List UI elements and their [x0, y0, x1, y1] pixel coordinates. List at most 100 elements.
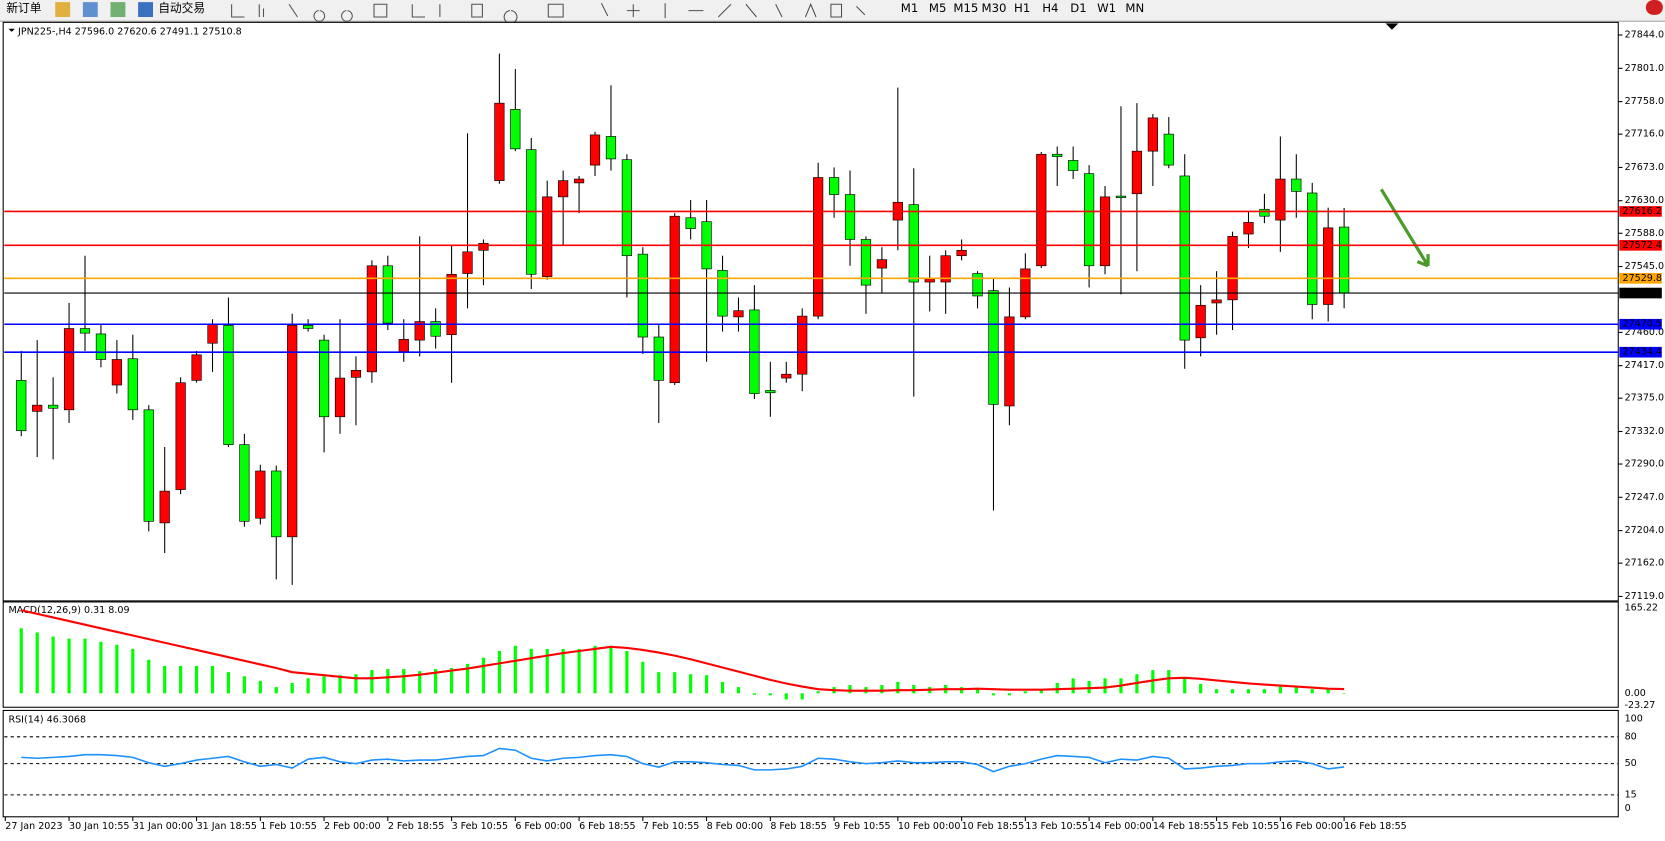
candle-body: [1004, 316, 1015, 407]
candle-body: [239, 444, 250, 522]
macd-bar: [242, 676, 246, 694]
macd-bar: [354, 674, 358, 694]
macd-bar: [306, 678, 310, 694]
icon[interactable]: [138, 2, 154, 18]
y-tick-label: 15: [1625, 789, 1637, 800]
candle-body: [366, 265, 377, 373]
timeframe-button[interactable]: M30: [982, 1, 1007, 15]
timeframe-bar: M1 M5 M15 M30 H1 H4 D1 W1 MN: [901, 1, 1144, 15]
macd-bar: [609, 645, 613, 694]
y-tick-label: 0: [1625, 803, 1631, 814]
candle-body: [1259, 208, 1270, 217]
macd-bar: [1023, 691, 1027, 694]
price-tag-label: 27470.5: [1622, 319, 1661, 330]
y-tick-label: -23.27: [1625, 700, 1656, 711]
timeframe-button[interactable]: H4: [1042, 1, 1058, 15]
candle-body: [972, 273, 983, 297]
y-tick-label: 27758.0: [1625, 96, 1664, 107]
y-tick-label: 27247.0: [1625, 492, 1664, 503]
macd-bar: [1151, 670, 1155, 694]
macd-bar: [1215, 689, 1219, 694]
macd-bar: [481, 657, 486, 694]
macd-bar: [449, 668, 454, 694]
candle-body: [844, 194, 856, 240]
x-tick-label: 2 Feb 00:00: [324, 821, 381, 832]
candle-body: [988, 290, 999, 405]
macd-bar: [1230, 689, 1235, 694]
timeframe-button[interactable]: M5: [929, 1, 947, 15]
x-tick-label: 10 Feb 18:55: [962, 821, 1025, 832]
macd-bar: [83, 638, 87, 694]
symbol-header: JPN225-,H4 27596.0 27620.6 27491.1 27510…: [17, 26, 242, 37]
rsi-label: RSI(14) 46.3068: [9, 715, 87, 726]
macd-bar: [704, 675, 709, 694]
x-tick-label: 14 Feb 00:00: [1089, 821, 1152, 832]
candle-body: [510, 109, 521, 150]
candle-body: [175, 382, 186, 490]
y-tick-label: 27119.0: [1625, 591, 1664, 602]
x-tick-label: 9 Feb 10:55: [834, 821, 891, 832]
icon[interactable]: [82, 2, 98, 18]
x-tick-label: 27 Jan 2023: [5, 821, 62, 832]
timeframe-button[interactable]: W1: [1097, 1, 1116, 15]
candle-body: [1195, 304, 1206, 339]
candle-body: [446, 273, 457, 336]
icon[interactable]: [55, 2, 71, 18]
new-order-button[interactable]: 新订单: [6, 1, 41, 15]
candle-body: [63, 328, 75, 411]
timeframe-button[interactable]: D1: [1070, 1, 1086, 15]
y-tick-label: 27588.0: [1625, 228, 1664, 239]
candle-body: [828, 177, 840, 195]
x-tick-label: 14 Feb 18:55: [1153, 821, 1216, 832]
candle-body: [1339, 226, 1350, 294]
timeframe-button[interactable]: H1: [1014, 1, 1030, 15]
macd-bar: [258, 680, 262, 694]
candle-body: [1052, 153, 1063, 157]
candle-body: [876, 259, 888, 269]
macd-bar: [338, 675, 342, 694]
macd-bar: [1183, 678, 1187, 694]
macd-bar: [768, 693, 772, 696]
x-tick-label: 31 Jan 00:00: [133, 821, 193, 832]
candle-body: [1036, 153, 1047, 267]
x-tick-label: 1 Feb 10:55: [260, 821, 317, 832]
candle-body: [478, 243, 489, 251]
macd-bar: [657, 672, 661, 694]
candle-body: [382, 265, 393, 324]
timeframe-button[interactable]: M1: [901, 1, 919, 15]
macd-bar: [625, 650, 629, 694]
shift-marker: [1385, 23, 1399, 30]
candle-body: [1084, 173, 1095, 267]
candle-body: [1131, 150, 1143, 195]
macd-bar: [497, 650, 501, 694]
candle-body: [271, 470, 282, 538]
timeframe-button[interactable]: MN: [1125, 1, 1144, 15]
macd-bar: [51, 636, 55, 694]
candle-body: [207, 324, 218, 344]
macd-bar: [1246, 689, 1251, 694]
candle-body: [653, 336, 664, 381]
candle-body: [462, 251, 473, 274]
x-tick-label: 6 Feb 00:00: [515, 821, 572, 832]
y-tick-label: 27417.0: [1625, 360, 1664, 371]
candle-body: [318, 339, 330, 418]
macd-bar: [529, 648, 533, 694]
macd-bar: [1326, 689, 1330, 694]
auto-trading-button[interactable]: 自动交易: [158, 1, 205, 15]
x-tick-label: 10 Feb 00:00: [898, 821, 961, 832]
notification-badge[interactable]: [1645, 0, 1663, 15]
y-tick-label: 27332.0: [1625, 426, 1664, 437]
price-tag-label: 27510.8: [1622, 288, 1661, 299]
timeframe-button[interactable]: M15: [953, 1, 978, 15]
y-tick-label: 0.00: [1625, 688, 1646, 699]
candle-body: [1147, 117, 1158, 152]
candle-body: [765, 390, 776, 394]
x-tick-label: 15 Feb 10:55: [1217, 821, 1280, 832]
candle-body: [16, 380, 27, 432]
macd-bar: [752, 693, 756, 695]
candle-body: [1275, 178, 1286, 221]
macd-bar: [131, 648, 135, 694]
candle-body: [127, 358, 138, 411]
icon[interactable]: [110, 2, 126, 18]
macd-panel: [2, 601, 1619, 708]
